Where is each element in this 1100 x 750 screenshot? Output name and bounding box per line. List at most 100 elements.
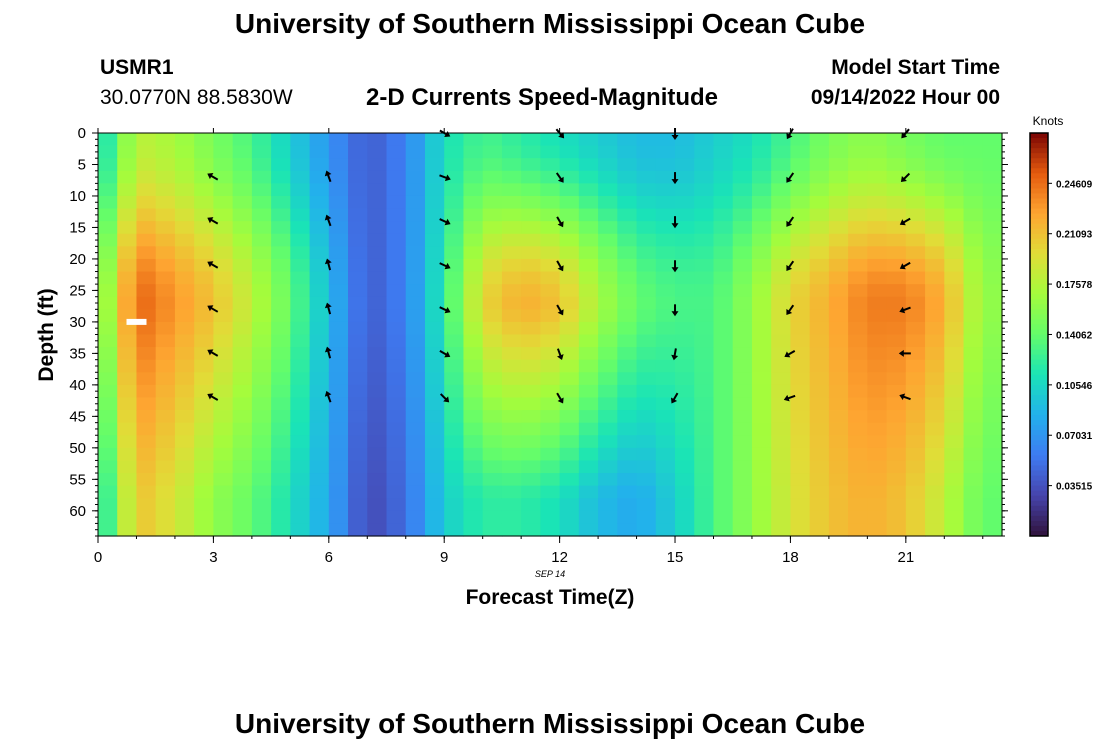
- heatmap-cell: [867, 460, 888, 474]
- heatmap-cell: [848, 321, 868, 336]
- heatmap-cell: [809, 347, 830, 361]
- colorbar-segment: [1030, 168, 1048, 174]
- heatmap-cell: [828, 258, 849, 273]
- heatmap-cell: [213, 372, 234, 386]
- heatmap-cell: [348, 321, 368, 336]
- heatmap-cell: [521, 233, 541, 247]
- heatmap-cell: [886, 422, 907, 436]
- heatmap-cell: [251, 460, 272, 474]
- heatmap-cell: [463, 158, 484, 172]
- heatmap-cell: [809, 296, 830, 310]
- heatmap-cell: [963, 145, 984, 159]
- heatmap-cell: [117, 145, 138, 159]
- current-arrow: [439, 350, 451, 358]
- heatmap-cell: [136, 271, 157, 285]
- heatmap-cell: [482, 208, 503, 222]
- heatmap-cell: [559, 195, 580, 210]
- arrow-head: [324, 346, 332, 353]
- heatmap-cell: [194, 233, 214, 247]
- heatmap-cell: [232, 284, 253, 298]
- heatmap-cell: [501, 510, 522, 524]
- heatmap-cell: [482, 145, 503, 159]
- heatmap-cell: [886, 397, 907, 411]
- heatmap-cell: [925, 183, 945, 197]
- heatmap-cell: [521, 246, 541, 260]
- heatmap-cell: [886, 208, 907, 222]
- colorbar-segment: [1030, 359, 1048, 366]
- y-tick-label: 45: [69, 408, 86, 425]
- heatmap-cell: [155, 422, 176, 436]
- heatmap-cell: [482, 233, 503, 247]
- heatmap-cell: [617, 485, 638, 499]
- heatmap-cell: [578, 158, 599, 172]
- heatmap-cell: [251, 435, 272, 449]
- colorbar-segment: [1030, 263, 1048, 270]
- heatmap-cell: [251, 296, 272, 310]
- heatmap-cell: [694, 334, 715, 348]
- heatmap-cell: [367, 321, 388, 336]
- heatmap-cell: [636, 523, 657, 537]
- heatmap-cell: [521, 321, 541, 336]
- heatmap-cell: [463, 284, 484, 298]
- colorbar-segment: [1030, 334, 1048, 341]
- heatmap-cell: [867, 473, 888, 487]
- heatmap-cell: [405, 510, 426, 524]
- heatmap-cell: [501, 195, 522, 210]
- heatmap-cell: [809, 170, 830, 184]
- colorbar-segment: [1030, 425, 1048, 431]
- heatmap-cell: [751, 498, 772, 512]
- heatmap-cell: [424, 460, 445, 474]
- heatmap-cell: [559, 170, 580, 184]
- heatmap-cell: [194, 258, 214, 273]
- heatmap-cell: [521, 498, 541, 512]
- heatmap-cell: [809, 498, 830, 512]
- heatmap-cell: [925, 523, 945, 537]
- arrow-head: [444, 351, 451, 358]
- x-tick-label: 18: [782, 549, 799, 566]
- heatmap-cell: [98, 233, 118, 247]
- heatmap-cell: [944, 422, 965, 436]
- heatmap-cell: [271, 384, 291, 399]
- heatmap-cell: [867, 410, 888, 424]
- heatmap-cell: [424, 410, 445, 424]
- heatmap-cell: [925, 334, 945, 348]
- heatmap-cell: [848, 195, 868, 210]
- heatmap-cell: [501, 384, 522, 399]
- x-tick-label: 0: [94, 549, 102, 566]
- heatmap-cell: [232, 397, 253, 411]
- current-arrow: [439, 262, 451, 270]
- heatmap-cell: [271, 510, 291, 524]
- heatmap-cell: [155, 334, 176, 348]
- heatmap-cell: [290, 183, 311, 197]
- heatmap-cell: [675, 309, 695, 323]
- heatmap-cell: [944, 510, 965, 524]
- heatmap-cell: [655, 384, 676, 399]
- heatmap-cell: [386, 133, 407, 147]
- heatmap-cell: [194, 170, 214, 184]
- heatmap-cell: [405, 397, 426, 411]
- heatmap-cell: [251, 246, 272, 260]
- heatmap-cell: [675, 271, 695, 285]
- heatmap-cell: [790, 296, 811, 310]
- heatmap-cell: [155, 485, 176, 499]
- heatmap-cell: [963, 384, 984, 399]
- heatmap-cell: [136, 410, 157, 424]
- heatmap-cell: [444, 510, 465, 524]
- heatmap-cell: [828, 246, 849, 260]
- heatmap-cell: [771, 221, 792, 235]
- heatmap-cell: [386, 246, 407, 260]
- heatmap-cell: [655, 473, 676, 487]
- heatmap-cell: [405, 372, 426, 386]
- colorbar-segment: [1030, 354, 1048, 361]
- colorbar-segment: [1030, 304, 1048, 310]
- current-arrow: [324, 302, 332, 315]
- heatmap-cell: [194, 221, 214, 235]
- arrow-head: [557, 176, 564, 183]
- heatmap-cell: [155, 473, 176, 487]
- heatmap-cell: [290, 258, 311, 273]
- heatmap-cell: [771, 284, 792, 298]
- heatmap-cell: [905, 347, 926, 361]
- heatmap-cell: [598, 359, 618, 373]
- heatmap-cell: [655, 133, 676, 147]
- heatmap-cell: [444, 498, 465, 512]
